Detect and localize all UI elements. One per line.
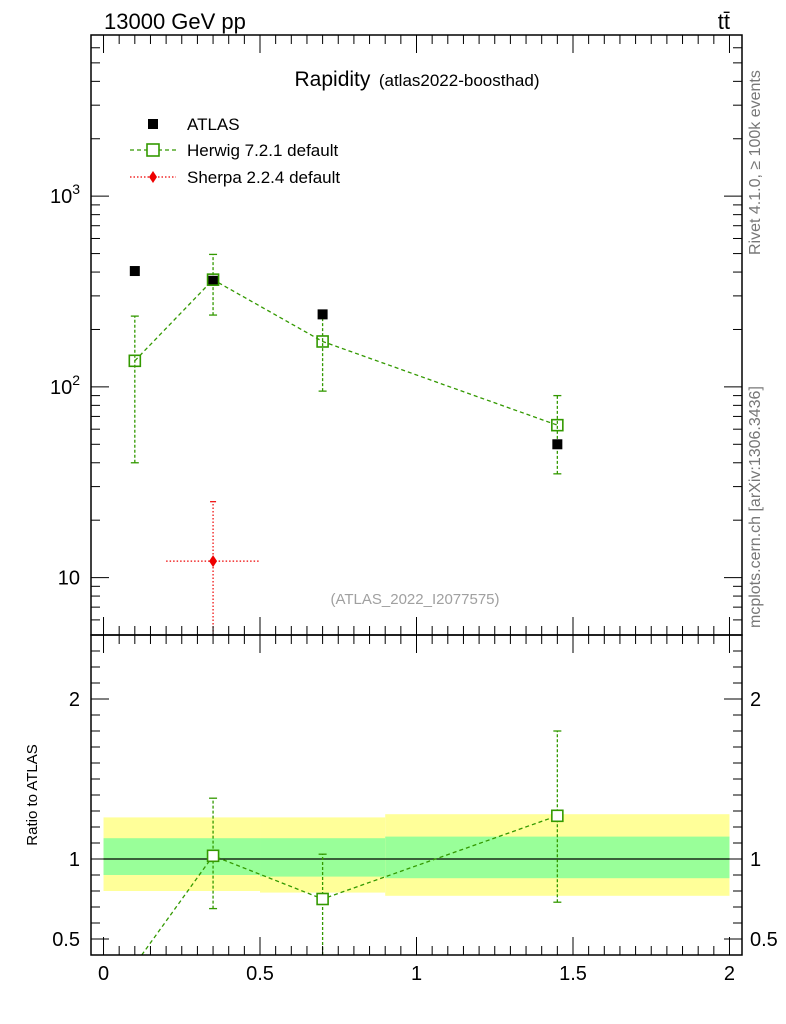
herwig-point: [551, 418, 564, 432]
herwig-point: [206, 273, 220, 286]
herwig-ratio-point: [206, 849, 220, 863]
herwig-ratio-line: [141, 815, 558, 956]
main-marks: [128, 253, 564, 635]
main-ytick-label: 102: [50, 372, 80, 399]
mcplots-note: mcplots.cern.ch [arXiv:1306.3436]: [747, 386, 764, 628]
legend-herwig-marker: [146, 143, 160, 157]
main-ytick-label: 10: [58, 568, 80, 590]
ratio-ylabel: Ratio to ATLAS: [24, 744, 41, 845]
legend-atlas-label: ATLAS: [187, 115, 240, 134]
ratio-xtick-label: 0: [98, 963, 109, 985]
ratio-ytick-label-left: 1: [69, 849, 80, 871]
ratio-band-inner: [103, 838, 261, 875]
legend-atlas-marker: [148, 119, 158, 129]
ratio-xtick-label: 1.5: [559, 963, 587, 985]
chart-title: Rapidity (atlas2022-boosthad): [295, 68, 540, 91]
herwig-line: [134, 278, 558, 426]
ratio-ytick-label-right: 1: [750, 849, 761, 871]
chart-title-main: Rapidity: [295, 68, 371, 91]
sherpa-point: [209, 555, 218, 568]
ratio-ytick-label-left: 0.5: [52, 929, 80, 951]
legend: ATLAS Herwig 7.2.1 default Sherpa 2.2.4 …: [130, 115, 340, 187]
ratio-ytick-label-right: 2: [750, 689, 761, 711]
legend-sherpa-marker: [149, 171, 157, 183]
main-ticks: 10 102 103: [50, 34, 742, 636]
chart-title-sub: (atlas2022-boosthad): [379, 71, 540, 90]
ratio-ytick-label-left: 2: [69, 689, 80, 711]
atlas-point: [129, 266, 140, 277]
atlas-point: [552, 439, 563, 450]
ratio-panel: 0.5 0.5 1 1 2 2 0 0.5 1 1.5 2 Ratio to ATLAS: [24, 634, 778, 985]
main-ytick-label: 103: [50, 181, 80, 208]
energy-label: 13000 GeV pp: [104, 9, 246, 34]
ratio-ticks: 0.5 0.5 1 1 2 2 0 0.5 1 1.5 2: [52, 634, 778, 985]
main-panel: 10 102 103 Rapidity (atlas2022-boosthad) (…: [50, 34, 743, 636]
herwig-point: [316, 335, 329, 348]
ratio-xtick-label: 2: [724, 963, 735, 985]
herwig-ratio-point: [316, 892, 329, 906]
ratio-frame: [90, 634, 743, 956]
rivet-note: Rivet 4.1.0, ≥ 100k events: [747, 70, 764, 255]
ratio-xtick-label: 1: [411, 963, 422, 985]
atlas-point: [208, 275, 219, 286]
ratio-marks: [103, 730, 730, 956]
ratio-xtick-label: 0.5: [246, 963, 274, 985]
process-label: tt̄: [718, 9, 730, 34]
herwig-ratio-point: [551, 809, 564, 823]
legend-sherpa-label: Sherpa 2.2.4 default: [187, 168, 340, 187]
atlas-point: [317, 309, 328, 320]
ratio-ytick-label-right: 0.5: [750, 929, 778, 951]
legend-herwig-label: Herwig 7.2.1 default: [187, 141, 338, 160]
herwig-point: [128, 354, 142, 368]
analysis-label: (ATLAS_2022_I2077575): [330, 591, 499, 608]
